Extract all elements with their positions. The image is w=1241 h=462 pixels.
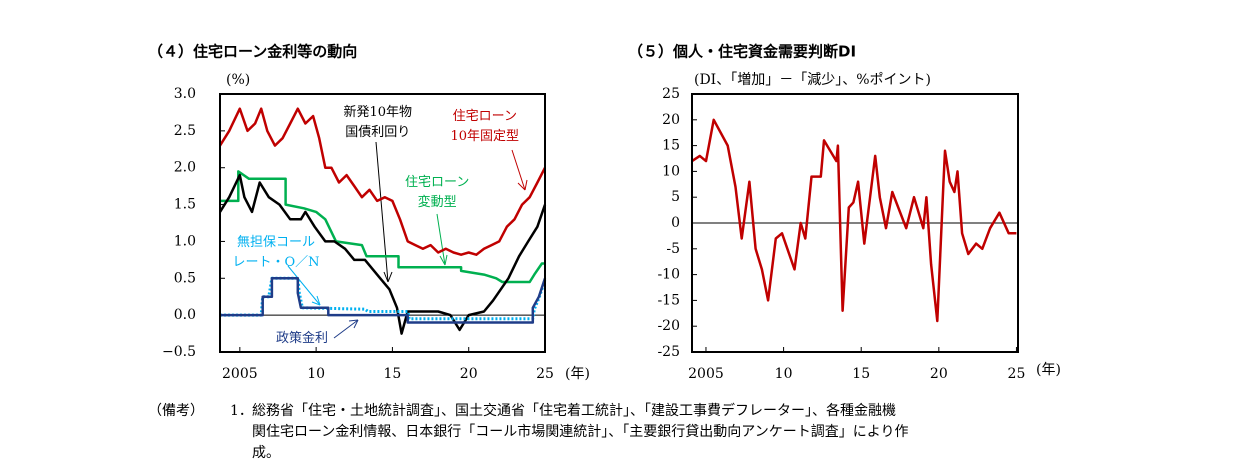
x-tick-label: 25 <box>1008 366 1026 382</box>
x-axis-label: (年) <box>565 366 590 382</box>
y-tick-label: 10 <box>662 163 680 179</box>
x-tick-label: 2005 <box>688 366 724 382</box>
series-line <box>220 277 547 324</box>
plot-frame <box>219 93 546 353</box>
series-line <box>220 276 547 321</box>
arrows <box>287 141 528 339</box>
x-tick-label: 10 <box>775 366 793 382</box>
plot-frame <box>691 93 1019 353</box>
y-tick-label: 2.5 <box>174 123 196 139</box>
series-line <box>218 173 547 335</box>
y-tick-label: 5 <box>671 189 680 205</box>
y-tick-label: -10 <box>657 267 680 283</box>
x-tick-label: 15 <box>852 366 870 382</box>
note-label: （備考） <box>148 403 204 419</box>
y-tick-label: -25 <box>657 344 680 360</box>
y-tick-label: −0.5 <box>162 344 196 360</box>
note-number: 1． <box>230 403 253 419</box>
y-tick-label: 1.5 <box>174 197 196 213</box>
y-tick-label: 1.0 <box>174 233 196 249</box>
chart-title: （５）個人・住宅資金需要判断DI <box>628 43 856 61</box>
note-line: 関住宅ローン金利情報、日本銀行「コール市場関連統計」、「主要銀行貸出動向アンケー… <box>252 424 909 440</box>
y-tick-label: 25 <box>662 86 680 102</box>
y-tick-label: -5 <box>666 241 680 257</box>
note-line: 成。 <box>252 445 280 461</box>
series-label: 住宅ローン 10年固定型 <box>450 109 520 144</box>
series-label: 住宅ローン 変動型 <box>405 175 470 210</box>
x-tick-label: 10 <box>307 366 325 382</box>
series-line <box>691 118 1017 323</box>
x-tick-label: 25 <box>536 366 554 382</box>
y-tick-label: 2.0 <box>174 160 196 176</box>
series-line <box>218 107 547 256</box>
y-tick-label: 15 <box>662 138 680 154</box>
x-tick-label: 20 <box>930 366 948 382</box>
x-tick-label: 2005 <box>222 366 258 382</box>
note-line: 総務省「住宅・土地統計調査」、国土交通省「住宅着工統計」、「建設工事費デフレータ… <box>252 403 896 419</box>
y-tick-label: -15 <box>657 292 680 308</box>
y-tick-label: -20 <box>657 318 680 334</box>
y-axis-label: (DI、「増加」－「減少」、%ポイント) <box>694 71 931 88</box>
y-tick-label: 3.0 <box>174 86 196 102</box>
series-line <box>220 170 545 284</box>
series-label: 新発10年物 国債利回り <box>343 105 413 140</box>
x-tick-label: 15 <box>384 366 402 382</box>
y-tick-label: 0 <box>671 215 680 231</box>
y-tick-label: 0.0 <box>174 307 196 323</box>
y-tick-label: 0.5 <box>174 270 196 286</box>
series-label: 無担保コール レート・O／N <box>232 235 320 270</box>
x-axis-label: (年) <box>1036 362 1061 378</box>
y-axis-label: (%) <box>226 72 250 88</box>
series-label: 政策金利 <box>276 331 329 346</box>
chart-title: （４）住宅ローン金利等の動向 <box>148 43 357 61</box>
x-tick-label: 20 <box>460 366 478 382</box>
y-tick-label: 20 <box>662 112 680 128</box>
